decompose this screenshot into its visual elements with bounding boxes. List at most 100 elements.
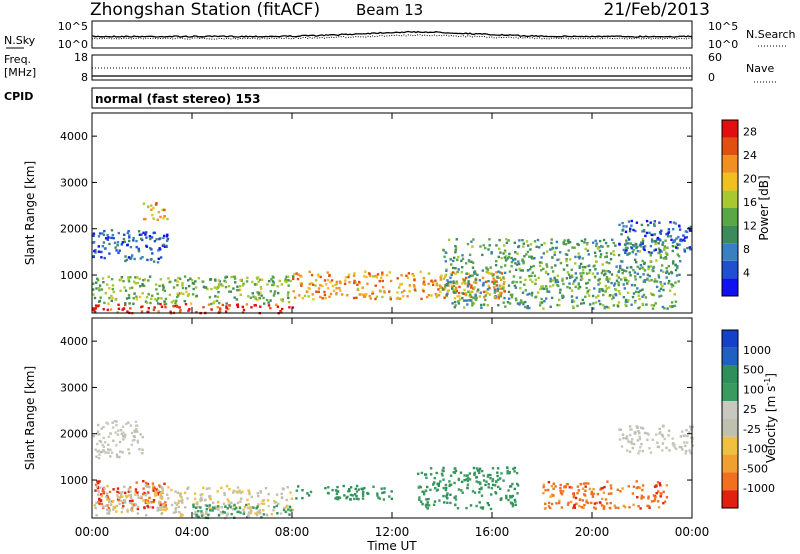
echo-cell xyxy=(97,245,100,248)
echo-cell xyxy=(133,438,136,442)
echo-cell xyxy=(482,244,485,247)
beam-label: Beam 13 xyxy=(356,1,423,19)
echo-cell xyxy=(616,305,620,308)
velocity-tick-label: 1000 xyxy=(743,344,771,357)
echo-cell xyxy=(598,299,601,303)
echo-cell xyxy=(567,501,570,504)
echo-cell xyxy=(92,234,95,237)
echo-cell xyxy=(503,244,506,247)
echo-cell xyxy=(620,445,624,448)
echo-cell xyxy=(399,283,402,286)
echo-cell xyxy=(224,285,228,289)
echo-cell xyxy=(236,285,239,288)
echo-cell xyxy=(217,290,220,294)
echo-cell xyxy=(567,249,570,252)
echo-cell xyxy=(453,467,456,470)
echo-cell xyxy=(484,294,487,297)
echo-cell xyxy=(557,501,561,505)
echo-cell xyxy=(156,292,159,295)
echo-cell xyxy=(525,253,528,256)
echo-cell xyxy=(133,429,136,433)
echo-cell xyxy=(627,252,630,256)
echo-cell xyxy=(327,492,330,495)
echo-cell xyxy=(554,281,557,284)
echo-cell xyxy=(232,491,235,494)
echo-cell xyxy=(653,233,656,236)
echo-cell xyxy=(191,281,195,285)
echo-cell xyxy=(507,255,511,259)
echo-cell xyxy=(256,512,259,515)
echo-cell xyxy=(657,242,660,245)
echo-cell xyxy=(665,496,669,499)
echo-cell xyxy=(690,428,693,431)
echo-cell xyxy=(168,280,171,284)
echo-cell xyxy=(469,274,472,278)
echo-cell xyxy=(323,279,327,282)
echo-cell xyxy=(621,260,624,263)
echo-cell xyxy=(130,443,133,446)
echo-cell xyxy=(526,250,529,254)
echo-cell xyxy=(658,427,661,431)
echo-cell xyxy=(248,506,251,509)
echo-cell xyxy=(238,285,242,288)
echo-cell xyxy=(148,496,151,500)
echo-cell xyxy=(400,291,404,294)
echo-cell xyxy=(213,286,216,289)
echo-cell xyxy=(552,494,555,497)
echo-cell xyxy=(95,281,98,284)
echo-cell xyxy=(429,473,433,476)
echo-cell xyxy=(102,241,106,244)
echo-cell xyxy=(207,506,210,509)
echo-cell xyxy=(163,503,166,507)
echo-cell xyxy=(202,514,205,517)
echo-cell xyxy=(689,426,693,430)
echo-cell xyxy=(624,300,628,303)
echo-cell xyxy=(220,506,223,509)
echo-cell xyxy=(376,492,379,495)
echo-cell xyxy=(634,253,638,256)
echo-cell xyxy=(110,229,114,232)
echo-cell xyxy=(152,217,155,220)
echo-cell xyxy=(101,443,104,447)
echo-cell xyxy=(95,501,98,504)
echo-cell xyxy=(172,286,176,289)
echo-cell xyxy=(632,292,636,295)
echo-cell xyxy=(311,293,314,296)
echo-cell xyxy=(568,486,571,489)
echo-cell xyxy=(635,425,638,428)
echo-cell xyxy=(634,301,637,304)
echo-cell xyxy=(545,265,549,268)
echo-cell xyxy=(321,297,324,300)
echo-cell xyxy=(559,486,562,490)
echo-cell xyxy=(99,493,103,496)
echo-cell xyxy=(647,433,650,436)
echo-cell xyxy=(298,294,301,297)
echo-cell xyxy=(165,507,169,510)
echo-cell xyxy=(167,486,170,489)
echo-cell xyxy=(354,493,357,496)
echo-cell xyxy=(680,239,684,243)
echo-cell xyxy=(222,510,225,513)
echo-cell xyxy=(651,269,654,272)
echo-cell xyxy=(440,274,443,277)
echo-cell xyxy=(141,305,144,308)
echo-cell xyxy=(655,492,658,495)
echo-cell xyxy=(413,279,416,282)
echo-cell xyxy=(579,262,583,266)
echo-cell xyxy=(640,241,643,244)
echo-cell xyxy=(107,275,110,278)
echo-cell xyxy=(499,477,502,480)
echo-cell xyxy=(646,438,649,442)
echo-cell xyxy=(349,493,353,497)
echo-cell xyxy=(93,311,97,314)
echo-cell xyxy=(553,276,556,280)
echo-cell xyxy=(493,279,496,282)
echo-cell xyxy=(660,264,664,267)
echo-cell xyxy=(106,308,109,312)
echo-cell xyxy=(435,295,438,299)
echo-cell xyxy=(659,287,663,290)
echo-cell xyxy=(210,302,213,306)
echo-cell xyxy=(97,250,101,253)
echo-cell xyxy=(139,433,142,436)
echo-cell xyxy=(324,296,327,300)
